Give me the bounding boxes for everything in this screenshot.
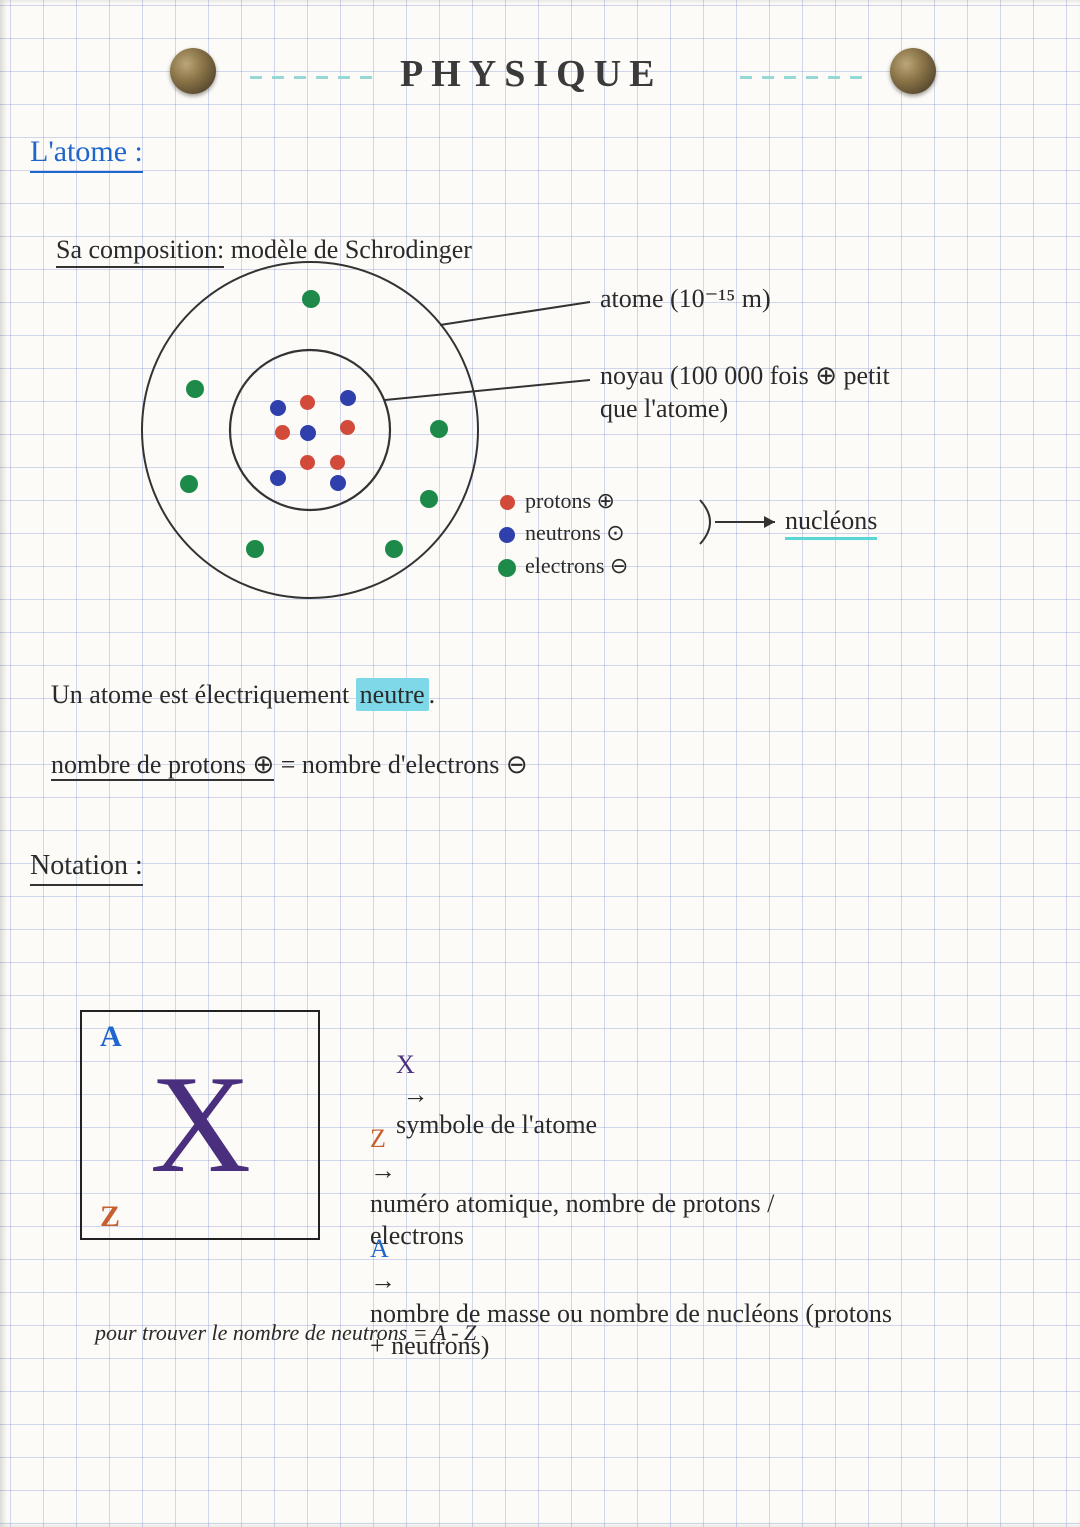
notation-heading: Notation :	[30, 850, 143, 886]
eq-right: nombre d'electrons ⊖	[302, 750, 528, 779]
neutron-dot	[300, 425, 316, 441]
sym-x: X	[396, 1050, 415, 1079]
electron-dot	[430, 420, 448, 438]
legend-proton-dot	[500, 495, 515, 510]
neutron-dot	[330, 475, 346, 491]
legend-neutron-dot	[499, 527, 515, 543]
neutral-pre: Un atome est électriquement	[51, 680, 356, 709]
legend-neutron: neutrons ⊙	[525, 520, 625, 546]
electron-dot	[385, 540, 403, 558]
electron-dot	[186, 380, 204, 398]
atom-diagram	[0, 0, 1080, 700]
notation-Z: Z	[100, 1200, 120, 1234]
sym-z: Z	[370, 1124, 386, 1153]
legend-proton: protons ⊕	[525, 488, 615, 514]
label-nucleons: nucléons	[785, 506, 877, 540]
proton-dot	[330, 455, 345, 470]
stmt-equation: nombre de protons ⊕ = nombre d'electrons…	[25, 720, 528, 810]
notation-A: A	[100, 1020, 122, 1054]
proton-dot	[275, 425, 290, 440]
proton-dot	[300, 395, 315, 410]
eq-mid: =	[274, 750, 302, 779]
neutron-dot	[270, 470, 286, 486]
electron-dot	[302, 290, 320, 308]
notation-footer: pour trouver le nombre de neutrons = A -…	[95, 1320, 476, 1346]
legend-electron: electrons ⊖	[525, 553, 628, 579]
arrow-icon: →	[370, 1266, 396, 1295]
eq-left: nombre de protons ⊕	[51, 750, 274, 781]
legend-electron-dot	[498, 559, 516, 577]
label-noyau: noyau (100 000 fois ⊕ petit que l'atome)	[600, 360, 890, 425]
notebook-page: PHYSIQUE L'atome : Sa composition: modèl…	[0, 0, 1080, 1527]
sym-a: A	[370, 1234, 389, 1263]
electron-dot	[180, 475, 198, 493]
label-atom: atome (10⁻¹⁵ m)	[600, 284, 771, 314]
neutron-dot	[270, 400, 286, 416]
proton-dot	[300, 455, 315, 470]
arrow-icon: →	[370, 1156, 396, 1185]
electron-dot	[420, 490, 438, 508]
neutral-post: .	[429, 680, 436, 709]
electron-dot	[246, 540, 264, 558]
notation-X: X	[150, 1055, 251, 1195]
neutron-dot	[340, 390, 356, 406]
proton-dot	[340, 420, 355, 435]
neutral-word: neutre	[356, 678, 429, 711]
